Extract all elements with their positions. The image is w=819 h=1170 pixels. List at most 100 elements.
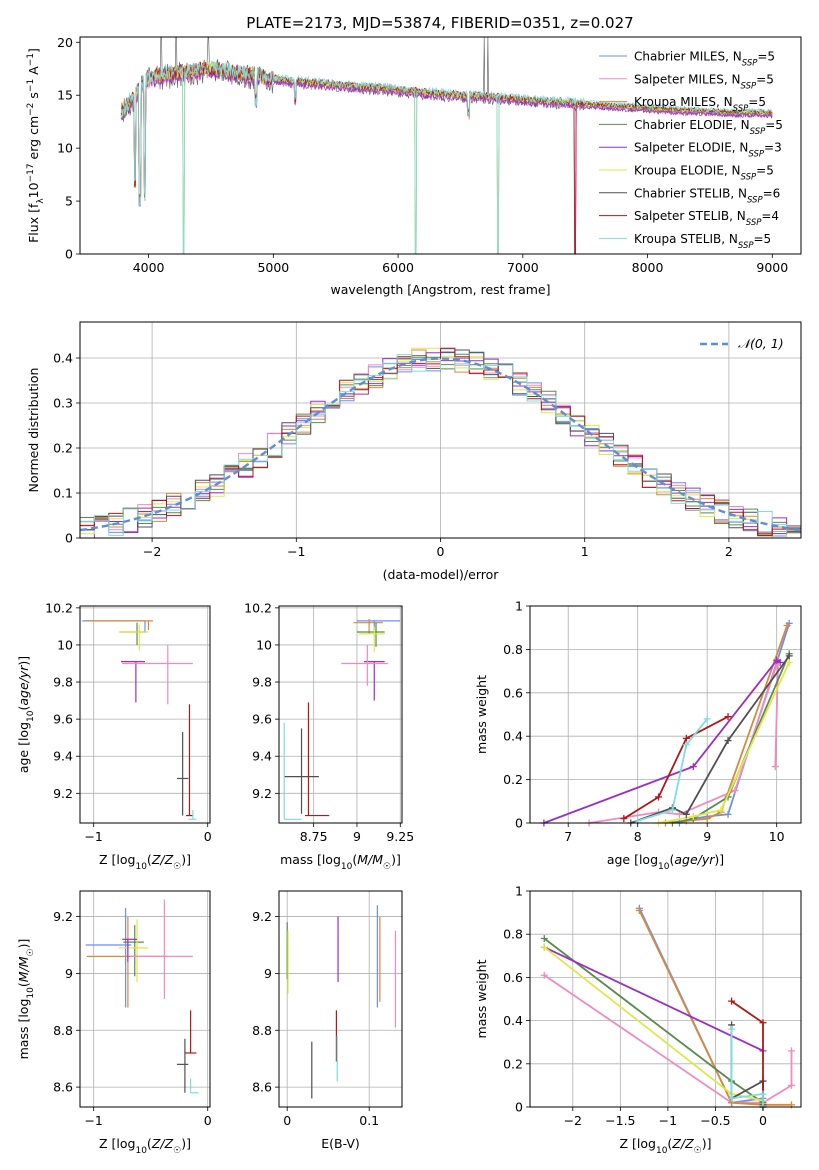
x-tick-label: 0 bbox=[204, 829, 212, 844]
panel-age-vs-Z: −1 0 9.2 9.4 9.6 9.8 10 10.2 Z [log10(Z/Z☉)] age … bbox=[16, 600, 212, 872]
mass-weight-vs-age-series-7 bbox=[623, 715, 729, 820]
mass-weight-vs-Z-series-0 bbox=[638, 907, 764, 1107]
axes-frame bbox=[278, 890, 403, 1108]
marker-point bbox=[703, 815, 711, 823]
x-tick-label: 10 bbox=[769, 829, 785, 844]
panel-mass-vs-Z: −1 0 8.6 8.8 9 9.2 Z [log10(Z/Z☉)] mass [log10(… bbox=[16, 890, 212, 1156]
residuals-xlabel: (data-model)/error bbox=[383, 567, 500, 582]
axes-frame bbox=[79, 36, 802, 255]
residuals-ylabel: Normed distribution bbox=[26, 368, 41, 493]
y-tick-label: 9.6 bbox=[252, 712, 272, 727]
y-tick-label: 0 bbox=[515, 1100, 523, 1115]
marker-point bbox=[785, 658, 793, 666]
marker-point bbox=[724, 713, 732, 721]
marker-point bbox=[540, 971, 548, 979]
y-tick-label: 0.4 bbox=[53, 351, 73, 366]
y-tick-label: 0.4 bbox=[503, 729, 523, 744]
x-tick-label: 9.25 bbox=[386, 829, 414, 844]
spectrum-series-5 bbox=[120, 60, 773, 254]
y-tick-label: 10 bbox=[57, 141, 73, 156]
residual-hist-8 bbox=[80, 354, 801, 536]
y-tick-label: 9.2 bbox=[252, 909, 272, 924]
spectrum-series-2 bbox=[120, 61, 773, 254]
x-tick-label: 8 bbox=[634, 829, 642, 844]
marker-point bbox=[787, 1081, 795, 1089]
gaussian-curve bbox=[80, 357, 801, 532]
x-tick-label: 0 bbox=[283, 1113, 291, 1128]
x-tick-label: −2 bbox=[143, 544, 161, 559]
y-tick-label: 9.2 bbox=[252, 786, 272, 801]
marker-point bbox=[728, 1094, 736, 1102]
marker-point bbox=[540, 935, 548, 943]
marker-point bbox=[682, 810, 690, 818]
marker-point bbox=[759, 1019, 767, 1027]
y-tick-label: 10.2 bbox=[244, 600, 272, 615]
y-tick-label: 0.2 bbox=[53, 441, 73, 456]
spectrum-lines bbox=[120, 37, 773, 254]
x-tick-label: −0.5 bbox=[700, 1113, 730, 1128]
y-tick-label: 8.6 bbox=[53, 1080, 73, 1095]
mass-weight-vs-age-series-1 bbox=[588, 660, 779, 824]
x-tick-label: 4000 bbox=[133, 260, 165, 275]
legend-entry-label: Chabrier STELIB, NSSP=6 bbox=[634, 186, 780, 205]
y-tick-label: 0 bbox=[515, 816, 523, 831]
mass-vs-ebv-xlabel: E(B-V) bbox=[321, 1136, 360, 1151]
marker-point bbox=[703, 715, 711, 723]
x-tick-label: −1 bbox=[659, 1113, 677, 1128]
age-vs-mass-xlabel: mass [log10(M/M☉)] bbox=[280, 852, 401, 872]
panel-mass-weight-vs-Z: −2 −1.5 −1 −0.5 0 0 0.2 0.4 0.6 0.8 1 Z [log10(Z/Z☉… bbox=[474, 884, 802, 1156]
y-tick-label: 0.6 bbox=[503, 685, 523, 700]
spectrum-series-8 bbox=[120, 60, 773, 254]
legend-entry-label: Chabrier ELODIE, NSSP=5 bbox=[634, 118, 783, 137]
age-vs-Z-ylabel: age [log10(age/yr)] bbox=[16, 656, 36, 773]
marker-point bbox=[620, 815, 628, 823]
y-tick-label: 0.8 bbox=[503, 642, 523, 657]
x-tick-label: 0 bbox=[437, 544, 445, 559]
y-tick-label: 0.6 bbox=[503, 970, 523, 985]
y-tick-label: 0.3 bbox=[53, 396, 73, 411]
y-tick-label: 5 bbox=[65, 194, 73, 209]
y-tick-label: 9.4 bbox=[53, 749, 73, 764]
figure-title: PLATE=2173, MJD=53874, FIBERID=0351, z=0… bbox=[246, 14, 633, 32]
axes-frame bbox=[278, 605, 403, 824]
y-tick-label: 9.8 bbox=[53, 675, 73, 690]
marker-point bbox=[724, 810, 732, 818]
panel-spectrum: 4000 5000 6000 7000 8000 9000 0 5 10 15 20 waveleng… bbox=[26, 35, 802, 297]
mass-weight-vs-age-series-4 bbox=[543, 659, 781, 824]
mass-vs-Z-ylabel: mass [log10(M/M☉)] bbox=[16, 939, 36, 1060]
x-tick-label: 0.1 bbox=[359, 1113, 379, 1128]
marker-point bbox=[724, 737, 732, 745]
panel-residuals: −2 −1 0 1 2 0 0.1 0.2 0.3 0.4 (data-model)/error No… bbox=[26, 321, 802, 582]
x-tick-label: 8.75 bbox=[300, 829, 328, 844]
marker-point bbox=[682, 741, 690, 749]
legend-entry-label: Salpeter MILES, NSSP=5 bbox=[634, 72, 774, 91]
spectrum-legend: Chabrier MILES, NSSP=5 Salpeter MILES, NS… bbox=[599, 50, 783, 251]
residual-histograms bbox=[80, 347, 801, 538]
x-tick-label: 0 bbox=[759, 1113, 767, 1128]
y-tick-label: 20 bbox=[57, 35, 73, 50]
y-tick-label: 9.4 bbox=[252, 749, 272, 764]
x-tick-label: 9000 bbox=[756, 260, 788, 275]
x-tick-label: 6000 bbox=[382, 260, 414, 275]
axes-frame bbox=[79, 605, 211, 824]
y-tick-label: 10.2 bbox=[45, 600, 73, 615]
y-tick-label: 0.2 bbox=[503, 772, 523, 787]
y-tick-label: 9.2 bbox=[53, 786, 73, 801]
marker-point bbox=[682, 734, 690, 742]
x-tick-label: −1 bbox=[84, 829, 102, 844]
marker-point bbox=[689, 763, 697, 771]
mass-weight-vs-Z-xlabel: Z [log10(Z/Z☉)] bbox=[620, 1136, 712, 1156]
panel-mass-weight-vs-age: 7 8 9 10 0 0.2 0.4 0.6 0.8 1 age [log10(age/yr)] ma… bbox=[474, 599, 802, 872]
marker-point bbox=[689, 812, 697, 820]
y-tick-label: 9 bbox=[65, 966, 73, 981]
y-tick-label: 9.2 bbox=[53, 909, 73, 924]
y-tick-label: 1 bbox=[515, 599, 523, 614]
x-tick-label: 8000 bbox=[632, 260, 664, 275]
y-tick-label: 15 bbox=[57, 88, 73, 103]
y-tick-label: 10 bbox=[256, 637, 272, 652]
x-tick-label: −1 bbox=[84, 1113, 102, 1128]
y-tick-label: 9.8 bbox=[252, 675, 272, 690]
y-tick-label: 10 bbox=[57, 637, 73, 652]
marker-point bbox=[783, 622, 791, 630]
mass-weight-vs-Z-series-8 bbox=[730, 1029, 764, 1107]
